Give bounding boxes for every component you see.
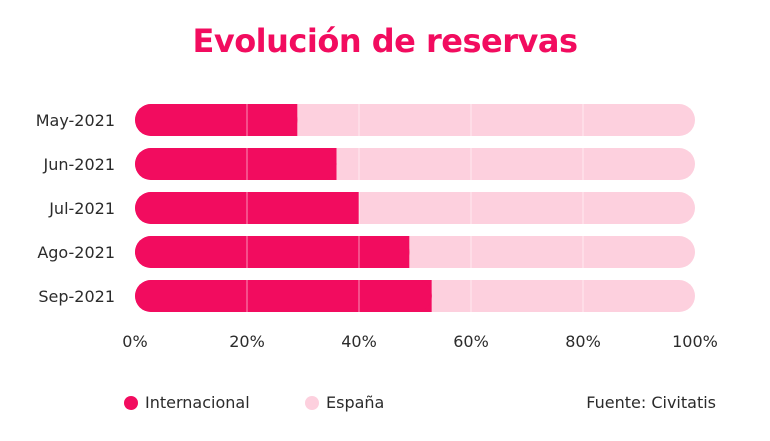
legend-item-espana: España — [305, 393, 384, 412]
bar-espana — [336, 148, 695, 180]
x-tick-label: 40% — [341, 332, 377, 351]
x-tick-label: 100% — [672, 332, 718, 351]
legend-swatch-espana — [305, 395, 319, 410]
bar-espana — [359, 192, 695, 224]
legend-label-internacional: Internacional — [145, 393, 250, 412]
bar-row — [135, 104, 695, 136]
bar-internacional-cap — [135, 236, 410, 268]
x-tick-label: 0% — [122, 332, 147, 351]
legend-item-internacional: Internacional — [124, 393, 250, 412]
bar-espana — [409, 236, 695, 268]
legend-swatch-internacional — [124, 395, 138, 410]
bar-row — [135, 280, 695, 312]
bar-internacional-cap — [135, 104, 298, 136]
bars-group — [135, 104, 695, 312]
x-tick-label: 80% — [565, 332, 601, 351]
source-note: Fuente: Civitatis — [586, 393, 716, 412]
bar-espana — [431, 280, 695, 312]
bar-espana — [297, 104, 695, 136]
category-label: Ago-2021 — [37, 243, 115, 262]
bar-row — [135, 236, 695, 268]
legend: Internacional España — [0, 393, 770, 417]
chart-title: Evolución de reservas — [192, 22, 578, 60]
x-tick-labels-group: 0% 20% 40% 60% 80% 100% — [122, 332, 718, 351]
category-labels-group: May-2021 Jun-2021 Jul-2021 Ago-2021 Sep-2021 — [36, 111, 115, 306]
x-tick-label: 20% — [229, 332, 265, 351]
x-tick-label: 60% — [453, 332, 489, 351]
category-label: Jun-2021 — [43, 155, 116, 174]
category-label: May-2021 — [36, 111, 115, 130]
bar-internacional-cap — [135, 148, 337, 180]
legend-label-espana: España — [326, 393, 385, 412]
category-label: Jul-2021 — [48, 199, 115, 218]
bar-row — [135, 192, 695, 224]
category-label: Sep-2021 — [38, 287, 115, 306]
bar-internacional-cap — [135, 280, 432, 312]
gridlines-group — [246, 98, 584, 318]
bar-row — [135, 148, 695, 180]
